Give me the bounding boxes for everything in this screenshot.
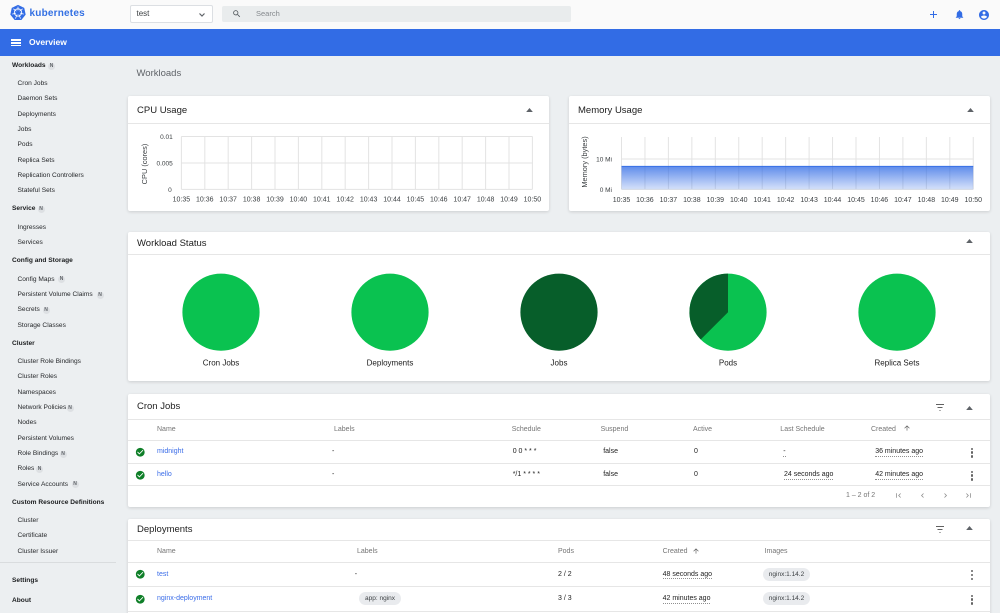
svg-text:10:38: 10:38 (243, 197, 261, 204)
svg-text:10 Mi: 10 Mi (596, 157, 612, 164)
svg-text:10:38: 10:38 (683, 197, 701, 204)
svg-text:0.005: 0.005 (157, 161, 174, 168)
svg-text:10:36: 10:36 (196, 197, 214, 204)
svg-text:10:39: 10:39 (266, 197, 284, 204)
svg-text:10:47: 10:47 (894, 197, 912, 204)
svg-text:0.01: 0.01 (160, 134, 173, 141)
svg-text:10:42: 10:42 (336, 197, 354, 204)
svg-text:10:44: 10:44 (383, 197, 401, 204)
svg-text:0: 0 (168, 187, 172, 194)
svg-text:10:48: 10:48 (477, 197, 495, 204)
svg-text:10:40: 10:40 (290, 197, 308, 204)
svg-text:10:43: 10:43 (800, 197, 818, 204)
svg-text:Jobs: Jobs (551, 359, 568, 368)
svg-text:10:50: 10:50 (524, 197, 542, 204)
svg-text:10:48: 10:48 (918, 197, 936, 204)
svg-text:10:46: 10:46 (871, 197, 889, 204)
svg-text:10:37: 10:37 (219, 197, 237, 204)
svg-text:Pods: Pods (719, 359, 737, 368)
svg-text:10:49: 10:49 (500, 197, 518, 204)
svg-text:10:47: 10:47 (453, 197, 471, 204)
svg-text:10:40: 10:40 (730, 197, 748, 204)
svg-text:Replica Sets: Replica Sets (875, 359, 920, 368)
svg-text:Cron Jobs: Cron Jobs (203, 359, 239, 368)
svg-text:10:44: 10:44 (824, 197, 842, 204)
svg-text:Deployments: Deployments (367, 359, 414, 368)
svg-text:10:42: 10:42 (777, 197, 795, 204)
svg-text:Memory (bytes): Memory (bytes) (580, 136, 589, 187)
svg-text:10:35: 10:35 (173, 197, 191, 204)
svg-text:10:49: 10:49 (941, 197, 959, 204)
svg-text:CPU (cores): CPU (cores) (140, 144, 149, 185)
svg-text:10:45: 10:45 (407, 197, 425, 204)
svg-text:10:45: 10:45 (847, 197, 865, 204)
svg-text:10:36: 10:36 (636, 197, 654, 204)
svg-text:0 Mi: 0 Mi (600, 187, 612, 194)
svg-text:10:43: 10:43 (360, 197, 378, 204)
svg-text:10:46: 10:46 (430, 197, 448, 204)
svg-text:10:39: 10:39 (707, 197, 725, 204)
svg-text:10:41: 10:41 (753, 197, 771, 204)
svg-text:10:41: 10:41 (313, 197, 331, 204)
svg-text:10:50: 10:50 (964, 197, 982, 204)
svg-text:10:37: 10:37 (660, 197, 678, 204)
svg-text:10:35: 10:35 (613, 197, 631, 204)
